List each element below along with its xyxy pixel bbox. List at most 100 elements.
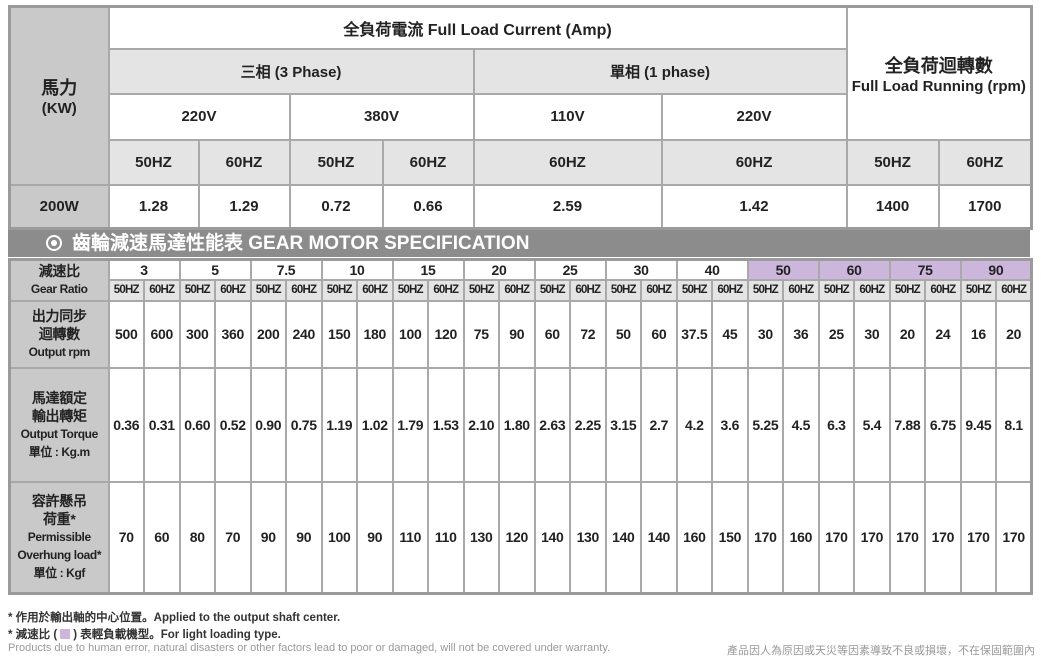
frequency: 50HZ bbox=[817, 278, 856, 302]
spec-value: 8.1 bbox=[995, 366, 1033, 483]
current-value: 1400 bbox=[845, 183, 940, 230]
warranty-zh: 產品因人為原因或天災等因素導致不良或損壞，不在保固範圍內 bbox=[727, 645, 1035, 657]
label-line: 容許懸吊 bbox=[31, 493, 87, 510]
spec-value: 110 bbox=[427, 480, 465, 595]
spec-value: 140 bbox=[533, 480, 572, 595]
spec-value: 160 bbox=[675, 480, 714, 595]
spec-value: 1.02 bbox=[356, 366, 394, 483]
spec-value: 0.60 bbox=[178, 366, 216, 483]
ratio: 3 bbox=[107, 258, 181, 281]
spec-value: 170 bbox=[959, 480, 998, 595]
frequency: 60HZ bbox=[569, 278, 607, 302]
spec-value: 120 bbox=[427, 299, 465, 369]
freq-row: 50HZ 60HZ 50HZ 60HZ 50HZ 60HZ 50HZ 60HZ 50HZ 60HZ… bbox=[10, 278, 1033, 302]
spec-value: 150 bbox=[320, 299, 358, 369]
spec-value: 140 bbox=[640, 480, 678, 595]
spec-value: 16 bbox=[959, 299, 998, 369]
spec-value: 80 bbox=[178, 480, 216, 595]
label-line: 迴轉數 bbox=[38, 326, 80, 342]
ratio: 40 bbox=[675, 258, 749, 281]
spec-value: 4.2 bbox=[675, 366, 714, 483]
row-label: 馬達額定 輸出轉矩 Output Torque 單位 : Kg.m bbox=[8, 366, 110, 483]
warranty-en: Products due to human error, natural dis… bbox=[8, 642, 611, 654]
frequency: 50HZ bbox=[675, 278, 714, 302]
frequency: 60HZ bbox=[356, 278, 394, 302]
spec-value: 130 bbox=[569, 480, 607, 595]
spec-value: 30 bbox=[853, 299, 891, 369]
spec-value: 110 bbox=[391, 480, 430, 595]
voltage: 380V bbox=[288, 92, 475, 141]
frequency: 50HZ bbox=[320, 278, 358, 302]
note-text: * 減速比 ( bbox=[8, 629, 58, 641]
frequency: 60HZ bbox=[782, 278, 820, 302]
spec-value: 130 bbox=[462, 480, 501, 595]
spec-value: 170 bbox=[746, 480, 785, 595]
spec-value: 7.88 bbox=[888, 366, 927, 483]
frequency: 50HZ bbox=[604, 278, 643, 302]
label-line: 馬力 bbox=[41, 78, 78, 99]
spec-value: 37.5 bbox=[675, 299, 714, 369]
frequency: 50HZ bbox=[845, 138, 940, 186]
label-line: (KW) bbox=[41, 100, 77, 118]
spec-value: 60 bbox=[143, 480, 181, 595]
spec-value: 3.15 bbox=[604, 366, 643, 483]
ratio: 25 bbox=[533, 258, 607, 281]
spec-value: 2.7 bbox=[640, 366, 678, 483]
frequency: 60HZ bbox=[285, 278, 323, 302]
current-value: 1.29 bbox=[197, 183, 291, 230]
current-value: 0.66 bbox=[381, 183, 475, 230]
spec-value: 75 bbox=[462, 299, 501, 369]
current-value: 2.59 bbox=[472, 183, 663, 230]
spec-value: 170 bbox=[888, 480, 927, 595]
spec-value: 0.52 bbox=[214, 366, 252, 483]
frequency: 50HZ bbox=[288, 138, 384, 186]
spec-value: 90 bbox=[498, 299, 536, 369]
current-value: 1.42 bbox=[660, 183, 848, 230]
label-line: Gear Ratio bbox=[30, 282, 88, 297]
spec-value: 9.45 bbox=[959, 366, 998, 483]
ratio: 10 bbox=[320, 258, 394, 281]
ratio: 20 bbox=[462, 258, 536, 281]
spec-value: 5.25 bbox=[746, 366, 785, 483]
running-header: 全負荷迴轉數 Full Load Running (rpm) bbox=[845, 5, 1033, 141]
note: * 減速比 ( ) 表輕負載機型。For light loading type. bbox=[8, 626, 281, 642]
light-swatch bbox=[60, 629, 71, 639]
frequency: 60HZ bbox=[472, 138, 663, 186]
frequency: 60HZ bbox=[924, 278, 962, 302]
horsepower-header: 馬力 (KW) bbox=[8, 5, 110, 186]
frequency: 60HZ bbox=[381, 138, 475, 186]
frequency: 60HZ bbox=[853, 278, 891, 302]
frequency: 50HZ bbox=[107, 278, 145, 302]
ratio: 7.5 bbox=[249, 258, 323, 281]
spec-value: 0.36 bbox=[107, 366, 145, 483]
frequency: 60HZ bbox=[711, 278, 749, 302]
spec-value: 60 bbox=[640, 299, 678, 369]
ratio: 15 bbox=[391, 258, 465, 281]
label-line: Permissible bbox=[27, 530, 91, 545]
frequency: 50HZ bbox=[107, 138, 200, 186]
ratio: 90 bbox=[959, 258, 1033, 281]
frequency: 50HZ bbox=[391, 278, 430, 302]
spec-row: 容許懸吊 荷重* Permissible Overhung load* 單位 : Kgf… bbox=[8, 480, 1033, 595]
current-value: 1.28 bbox=[107, 183, 200, 230]
label-line: 單位 : Kgf bbox=[33, 566, 86, 581]
spec-value: 150 bbox=[711, 480, 749, 595]
voltage: 220V bbox=[660, 92, 848, 141]
frequency: 60HZ bbox=[427, 278, 465, 302]
spec-row: 馬達額定 輸出轉矩 Output Torque 單位 : Kg.m 0.36 0.31 0.… bbox=[8, 366, 1033, 483]
spec-value: 90 bbox=[285, 480, 323, 595]
row-label: 減速比 Gear Ratio bbox=[8, 258, 110, 302]
spec-value: 500 bbox=[107, 299, 145, 369]
note-text: ) 表輕負載機型。For light loading type. bbox=[73, 629, 281, 641]
label-line: 輸出轉矩 bbox=[31, 407, 87, 424]
spec-value: 120 bbox=[498, 480, 536, 595]
spec-table: 減速比 Gear Ratio 3 5 7.5 10 15 20 25 30 40 50 60 75 90 50… bbox=[8, 258, 1034, 595]
spec-value: 45 bbox=[711, 299, 749, 369]
spec-value: 1.19 bbox=[320, 366, 358, 483]
spec-value: 25 bbox=[817, 299, 856, 369]
ratio: 75 bbox=[888, 258, 962, 281]
spec-value: 1.79 bbox=[391, 366, 430, 483]
spec-value: 2.25 bbox=[569, 366, 607, 483]
label-line: Output rpm bbox=[28, 345, 91, 359]
row-label: 出力同步 迴轉數 Output rpm bbox=[8, 299, 110, 369]
